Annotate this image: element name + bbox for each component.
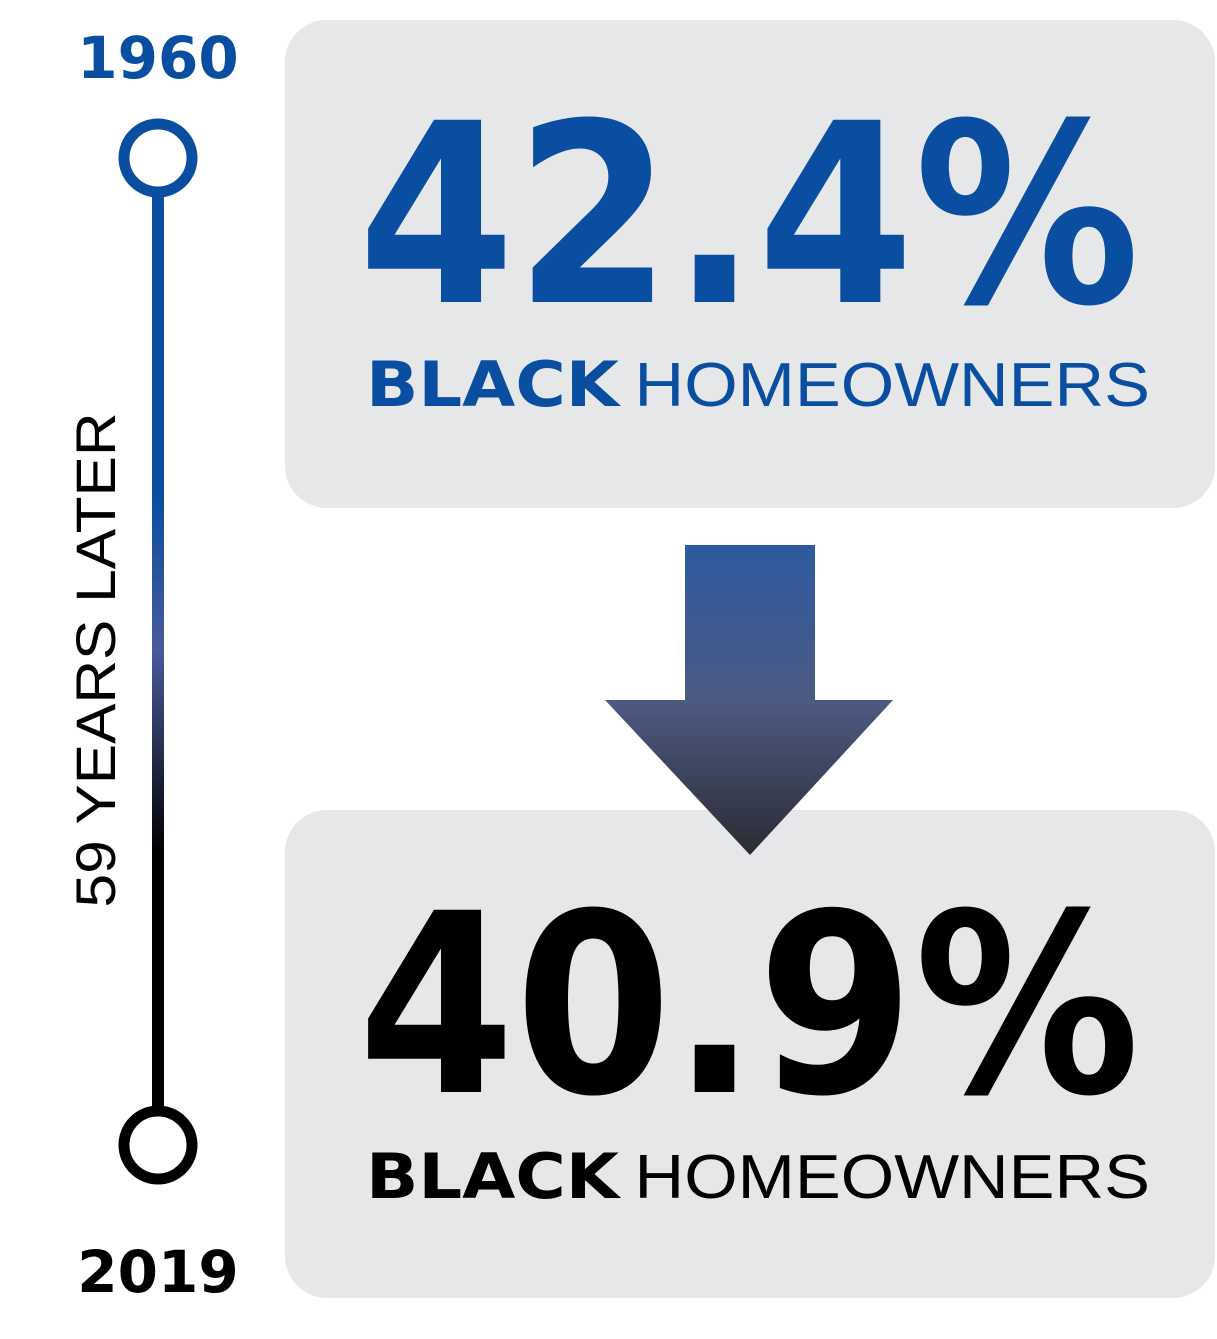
panel xyxy=(285,810,1215,1298)
end-node xyxy=(118,1105,198,1185)
stat-value: 42.4% xyxy=(358,70,1140,361)
stat-label: BLACK HOMEOWNERS xyxy=(366,348,1150,421)
timeline-line xyxy=(152,192,164,1110)
stat-noun: HOMEOWNERS xyxy=(635,351,1150,420)
stat-noun: HOMEOWNERS xyxy=(635,1143,1150,1212)
stat-emphasis: BLACK xyxy=(366,1140,621,1213)
end-year: 2019 xyxy=(77,1238,238,1306)
panel xyxy=(285,20,1215,508)
stat-emphasis: BLACK xyxy=(366,348,621,421)
stat-value: 40.9% xyxy=(358,860,1140,1151)
start-year: 1960 xyxy=(77,24,238,92)
down-arrow xyxy=(605,545,893,855)
start-node xyxy=(118,118,198,198)
stat-label: BLACK HOMEOWNERS xyxy=(366,1140,1150,1213)
span-label: 59 YEARS LATER xyxy=(64,413,127,908)
